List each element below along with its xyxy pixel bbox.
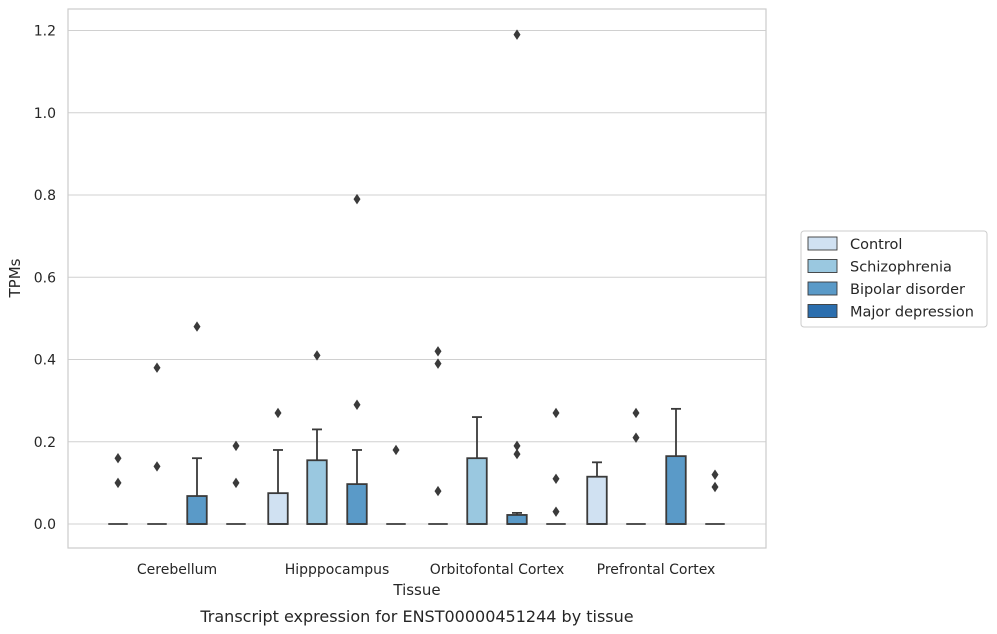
box-group — [306, 350, 328, 525]
legend-swatch — [807, 259, 838, 273]
legend-frame — [800, 230, 988, 328]
outlier-point — [392, 444, 400, 456]
box-group — [705, 469, 725, 525]
plot-area — [68, 9, 766, 548]
box-group — [147, 362, 167, 525]
outlier-point — [513, 440, 521, 452]
legend-swatch — [807, 304, 838, 318]
y-axis-label: TPMs — [6, 258, 24, 298]
box-group — [386, 444, 406, 525]
box — [665, 455, 687, 525]
x-tick-label: Prefrontal Cortex — [597, 562, 716, 578]
y-tick-label: 0.6 — [34, 270, 56, 286]
box-group — [586, 461, 608, 525]
y-tick-label: 0.4 — [34, 353, 56, 369]
x-tick-label: Cerebellum — [137, 562, 217, 578]
y-tick-label: 0.0 — [34, 517, 56, 533]
box — [186, 495, 208, 525]
box-group — [506, 29, 528, 525]
box — [306, 459, 328, 525]
box-group — [226, 440, 246, 525]
box-group — [108, 453, 128, 525]
outlier-point — [552, 473, 560, 484]
outlier-point — [193, 321, 201, 332]
box-group — [186, 321, 208, 525]
box-group — [626, 407, 646, 525]
box-marks — [108, 29, 725, 525]
box — [586, 475, 608, 525]
box-group — [546, 407, 566, 525]
legend: Control Schizophrenia Bipolar disorder Majo… — [800, 230, 988, 328]
box-group — [466, 416, 488, 525]
legend-swatch — [807, 236, 838, 251]
y-tick-labels: 0.0 0.2 0.4 0.6 0.8 1.0 1.2 — [34, 24, 56, 534]
legend-label: Bipolar disorder — [850, 282, 965, 298]
outlier-point — [513, 448, 521, 460]
chart-caption: Transcript expression for ENST0000045124… — [199, 607, 633, 626]
outlier-point — [711, 481, 719, 493]
y-tick-label: 0.2 — [34, 435, 56, 451]
x-tick-label: Orbitofontal Cortex — [430, 562, 565, 578]
outlier-point — [274, 407, 282, 419]
outlier-point — [632, 432, 640, 443]
outlier-point — [232, 440, 240, 452]
x-tick-labels: Cerebellum Hipppocampus Orbitofontal Corte… — [137, 562, 715, 578]
y-tick-label: 1.0 — [34, 106, 56, 122]
legend-label: Control — [850, 237, 902, 253]
y-tick-label: 1.2 — [34, 24, 56, 40]
outlier-point — [232, 477, 240, 489]
outlier-point — [434, 346, 442, 357]
outlier-point — [711, 469, 719, 480]
plot-frame — [67, 8, 767, 549]
outlier-point — [114, 477, 122, 489]
legend-label: Major depression — [850, 305, 974, 321]
outlier-point — [513, 29, 521, 40]
box — [506, 514, 528, 525]
legend-label: Schizophrenia — [850, 260, 952, 276]
box-group — [665, 407, 687, 525]
box — [466, 457, 488, 525]
box-group — [267, 407, 289, 525]
box-group — [346, 193, 368, 525]
outlier-point — [153, 362, 161, 373]
x-axis-label: Tissue — [392, 581, 440, 599]
outlier-point — [434, 358, 442, 369]
legend-swatch — [807, 281, 838, 296]
outlier-point — [632, 407, 640, 419]
outlier-point — [114, 453, 122, 464]
outlier-point — [353, 193, 361, 205]
box-group — [428, 346, 448, 525]
box — [267, 492, 289, 525]
box — [346, 483, 368, 525]
outlier-point — [434, 485, 442, 497]
outlier-point — [552, 407, 560, 419]
outlier-point — [353, 399, 361, 410]
y-tick-label: 0.8 — [34, 188, 56, 204]
outlier-point — [313, 350, 321, 361]
x-tick-label: Hipppocampus — [285, 562, 390, 578]
outlier-point — [153, 461, 161, 472]
outlier-point — [552, 506, 560, 517]
grid-lines — [68, 29, 766, 525]
